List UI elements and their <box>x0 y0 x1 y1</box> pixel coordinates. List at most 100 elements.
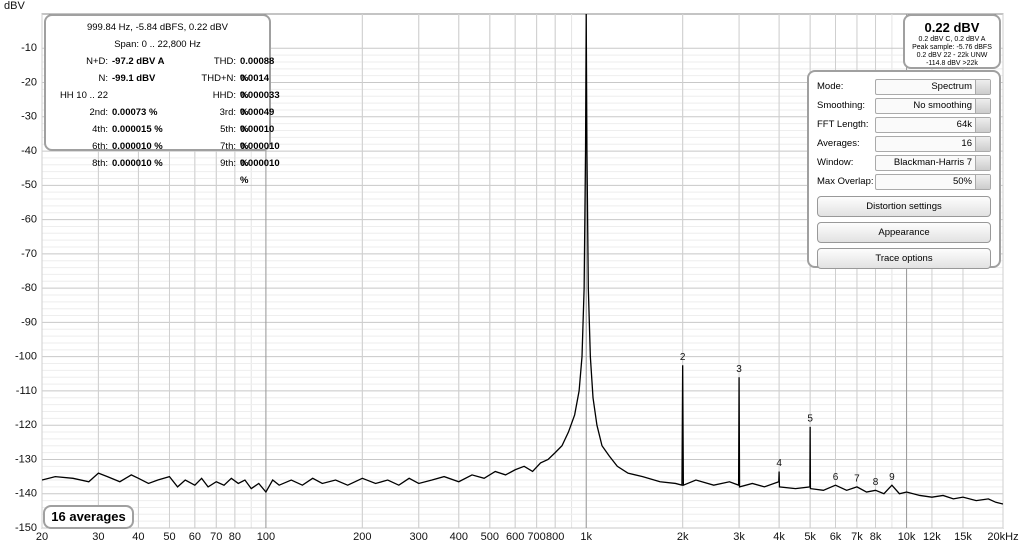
averages-badge: 16 averages <box>43 505 134 529</box>
y-tick-label: -30 <box>21 111 37 123</box>
x-tick-label: 300 <box>410 531 428 543</box>
info-row: 6th: 0.000010 % 7th: 0.000010 % <box>52 138 279 169</box>
field-label: FFT Length: <box>817 119 869 130</box>
readout-line: Peak sample: -5.76 dBFS <box>912 44 992 51</box>
y-tick-label: -110 <box>16 385 37 397</box>
info-value: -97.2 dBV A <box>112 56 165 67</box>
x-tick-label: 60 <box>189 531 201 543</box>
x-tick-label: 20 <box>36 531 48 543</box>
y-tick-label: -80 <box>21 282 37 294</box>
control-field: FFT Length: 64k <box>817 115 991 134</box>
info-row: 2nd: 0.00073 % 3rd: 0.00049 % <box>52 104 275 135</box>
x-tick-label: 12k <box>923 531 941 543</box>
button[interactable]: Distortion settings <box>817 196 991 217</box>
field-dropdown[interactable]: Blackman-Harris 7 <box>875 154 991 171</box>
harmonic-label: 7 <box>854 474 860 485</box>
y-tick-label: -130 <box>15 453 37 465</box>
field-label: Smoothing: <box>817 100 866 111</box>
info-value: 0.000010 % <box>240 158 280 186</box>
info-label: THD: <box>213 56 236 67</box>
x-tick-label: 800 <box>546 531 564 543</box>
info-label: N+D: <box>86 56 108 67</box>
x-tick-label: 200 <box>353 531 371 543</box>
x-tick-label: 4k <box>773 531 785 543</box>
readout-panel: 0.22 dBV 0.2 dBV C, 0.2 dBV A Peak sampl… <box>903 14 1001 69</box>
x-tick-label: 70 <box>210 531 222 543</box>
control-field: Averages: 16 <box>817 134 991 153</box>
info-value: 0.00010 % <box>240 124 275 152</box>
field-label: Window: <box>817 157 854 168</box>
x-tick-label: 5k <box>804 531 816 543</box>
y-tick-label: -40 <box>21 145 37 157</box>
x-tick-label: 10k <box>898 531 916 543</box>
readout-line: -114.8 dBV >22k <box>926 60 978 67</box>
y-tick-label: -140 <box>15 488 37 500</box>
info-label: HH 10 .. 22 <box>59 90 108 101</box>
field-label: Mode: <box>817 81 844 92</box>
x-tick-label: 2k <box>677 531 689 543</box>
x-tick-label: 3k <box>733 531 745 543</box>
info-value: 0.00049 % <box>240 107 275 135</box>
info-row: 4th: 0.000015 % 5th: 0.00010 % <box>52 121 274 152</box>
y-tick-label: -100 <box>15 351 37 363</box>
info-label: 9th: <box>220 158 236 169</box>
info-label: 3rd: <box>219 107 236 118</box>
info-value: 0.00073 % <box>112 107 158 118</box>
info-value: 0.0014 % <box>240 73 270 101</box>
spectrum-line <box>42 14 1003 505</box>
harmonic-label: 3 <box>736 364 742 375</box>
harmonic-label: 6 <box>833 472 839 483</box>
field-dropdown[interactable]: Spectrum <box>875 78 991 95</box>
control-field: Smoothing: No smoothing <box>817 96 991 115</box>
field-label: Max Overlap: <box>817 176 874 187</box>
info-row: N: -99.1 dBV THD+N: 0.0014 % <box>52 70 270 101</box>
x-tick-label: 600 <box>506 531 524 543</box>
button[interactable]: Trace options <box>817 248 991 269</box>
y-tick-label: -150 <box>15 522 37 534</box>
field-dropdown[interactable]: No smoothing <box>875 97 991 114</box>
readout-line: 0.2 dBV 22 - 22k UNW <box>916 52 988 59</box>
button[interactable]: Appearance <box>817 222 991 243</box>
x-tick-label: 40 <box>132 531 144 543</box>
controls-panel: Mode: Spectrum Smoothing: No smoothing FFT L… <box>807 70 1001 269</box>
x-tick-label: 80 <box>229 531 241 543</box>
x-tick-label: 7k <box>851 531 863 543</box>
x-tick-label: 50 <box>163 531 175 543</box>
info-label: 6th: <box>92 141 108 152</box>
x-tick-label: 100 <box>257 531 275 543</box>
info-label: 8th: <box>92 158 108 169</box>
readout-line: 0.2 dBV C, 0.2 dBV A <box>918 36 986 43</box>
control-field: Mode: Spectrum <box>817 77 991 96</box>
x-tick-label: 700 <box>527 531 545 543</box>
y-tick-label: -50 <box>21 179 37 191</box>
info-value: 0.00088 % <box>240 56 275 84</box>
field-dropdown[interactable]: 64k <box>875 116 991 133</box>
info-value: 0.000010 % <box>112 158 163 169</box>
y-tick-label: -120 <box>15 419 37 431</box>
field-dropdown[interactable]: 50% <box>875 173 991 190</box>
info-label: THD+N: <box>201 73 236 84</box>
info-value: 0.000010 % <box>112 141 163 152</box>
harmonic-label: 4 <box>776 458 782 469</box>
field-dropdown[interactable]: 16 <box>875 135 991 152</box>
harmonic-label: 5 <box>807 414 813 425</box>
info-label: 2nd: <box>89 107 109 118</box>
y-axis-label: dBV <box>4 0 25 12</box>
info-label: 7th: <box>220 141 236 152</box>
x-tick-label: 8k <box>870 531 882 543</box>
x-tick-label: 6k <box>830 531 842 543</box>
harmonic-label: 9 <box>889 472 895 483</box>
y-tick-label: -70 <box>21 248 37 260</box>
harmonic-label: 8 <box>873 477 879 488</box>
y-tick-label: -20 <box>21 76 37 88</box>
y-tick-label: -60 <box>21 214 37 226</box>
x-tick-label: 1k <box>580 531 592 543</box>
x-tick-label: 400 <box>450 531 468 543</box>
y-tick-label: -10 <box>21 42 37 54</box>
y-tick-label: -90 <box>21 316 37 328</box>
x-tick-label: 15k <box>954 531 972 543</box>
info-value: 0.000015 % <box>112 124 163 135</box>
info-panel: 999.84 Hz, -5.84 dBFS, 0.22 dBV Span: 0 … <box>44 14 280 186</box>
x-tick-label: 30 <box>92 531 104 543</box>
